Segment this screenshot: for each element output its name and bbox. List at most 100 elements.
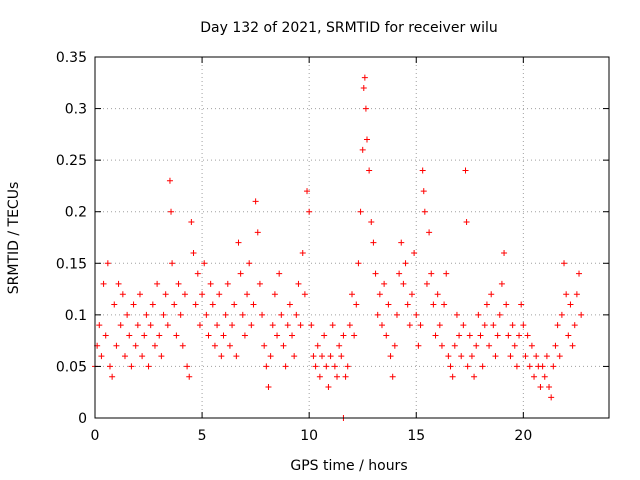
data-point xyxy=(533,353,540,360)
data-point xyxy=(558,311,565,318)
data-point xyxy=(96,322,103,329)
y-axis-label: SRMTID / TECUs xyxy=(6,182,22,295)
data-point xyxy=(349,291,355,298)
data-point xyxy=(136,291,143,298)
data-point xyxy=(282,363,289,370)
x-tick-label: 15 xyxy=(407,428,425,444)
data-point xyxy=(301,291,308,298)
data-point xyxy=(295,280,302,287)
data-point xyxy=(222,311,229,318)
y-tick-label: 0.1 xyxy=(65,308,87,324)
data-point xyxy=(368,219,375,226)
data-point xyxy=(143,311,150,318)
data-point xyxy=(552,342,559,349)
data-point xyxy=(360,84,367,91)
data-point xyxy=(366,167,373,174)
data-point xyxy=(539,363,546,370)
data-point xyxy=(199,291,206,298)
data-point xyxy=(246,260,253,267)
data-point xyxy=(297,322,304,329)
data-point xyxy=(509,322,516,329)
data-point xyxy=(402,260,409,267)
data-point xyxy=(473,342,480,349)
data-point xyxy=(102,332,109,339)
data-point xyxy=(505,332,512,339)
data-point xyxy=(436,322,443,329)
data-point xyxy=(115,280,122,287)
data-point xyxy=(121,353,128,360)
data-point xyxy=(237,270,244,277)
data-point xyxy=(406,322,413,329)
data-point xyxy=(374,311,381,318)
data-point xyxy=(359,146,366,153)
data-point xyxy=(468,353,475,360)
y-tick-label: 0.05 xyxy=(56,359,87,375)
data-point xyxy=(383,332,390,339)
data-point xyxy=(173,332,180,339)
ticks-layer: 0 0.05 0.1 0.15 0.2 0.25 0.3 0.35 0 5 10 15 20 xyxy=(56,50,609,444)
data-point xyxy=(578,311,585,318)
data-point xyxy=(130,301,137,308)
data-point xyxy=(265,384,272,391)
data-point xyxy=(190,249,197,256)
data-point xyxy=(541,373,548,380)
data-point xyxy=(494,332,501,339)
x-axis-label: GPS time / hours xyxy=(290,458,407,474)
data-point xyxy=(321,332,328,339)
data-point xyxy=(524,332,531,339)
data-point xyxy=(323,363,330,370)
data-point xyxy=(151,342,158,349)
data-point xyxy=(400,280,407,287)
data-point xyxy=(342,373,349,380)
data-point xyxy=(124,311,131,318)
data-point xyxy=(449,373,456,380)
data-point xyxy=(513,363,520,370)
grid-layer xyxy=(95,57,609,418)
data-point xyxy=(329,322,336,329)
data-point xyxy=(387,353,394,360)
data-point xyxy=(441,301,448,308)
data-point xyxy=(543,353,550,360)
data-point xyxy=(128,363,135,370)
data-point xyxy=(355,260,362,267)
data-point xyxy=(362,105,369,112)
data-point xyxy=(501,249,508,256)
data-point xyxy=(503,301,510,308)
data-point xyxy=(426,229,433,236)
data-point xyxy=(194,270,201,277)
data-point xyxy=(458,353,465,360)
data-point xyxy=(233,353,240,360)
data-point xyxy=(186,373,193,380)
chart-title: Day 132 of 2021, SRMTID for receiver wil… xyxy=(200,20,498,36)
data-point xyxy=(308,322,315,329)
data-point xyxy=(293,311,300,318)
data-point xyxy=(445,353,452,360)
data-point xyxy=(363,136,370,143)
data-point xyxy=(447,363,454,370)
data-point xyxy=(334,373,341,380)
data-point xyxy=(466,332,473,339)
data-point xyxy=(184,363,191,370)
x-tick-label: 5 xyxy=(198,428,207,444)
data-point xyxy=(453,311,460,318)
data-point xyxy=(149,301,156,308)
data-point xyxy=(556,353,563,360)
data-point xyxy=(171,301,178,308)
data-point xyxy=(520,322,527,329)
data-point xyxy=(490,322,497,329)
data-point xyxy=(483,301,490,308)
data-point xyxy=(428,270,435,277)
data-point xyxy=(378,322,385,329)
data-point xyxy=(224,280,231,287)
data-point xyxy=(511,342,518,349)
data-point xyxy=(372,270,379,277)
data-point xyxy=(229,322,236,329)
data-point xyxy=(327,353,334,360)
x-tick-label: 20 xyxy=(514,428,532,444)
data-point xyxy=(196,322,203,329)
y-tick-label: 0.25 xyxy=(56,153,87,169)
data-point xyxy=(571,322,578,329)
data-point xyxy=(565,332,572,339)
data-point xyxy=(522,353,529,360)
